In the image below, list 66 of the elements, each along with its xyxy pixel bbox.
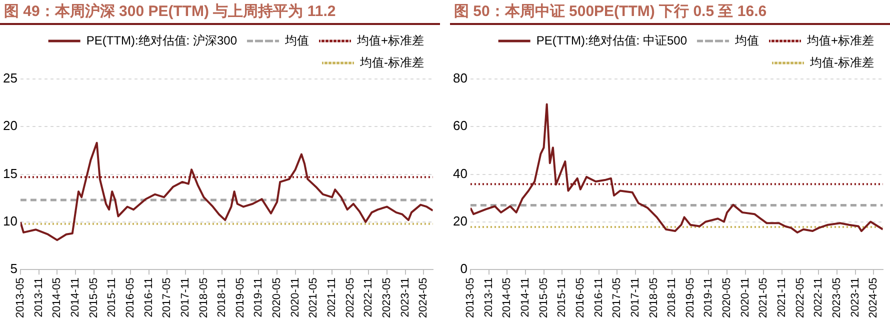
x-tick-label: 2013-05 (14, 278, 26, 318)
x-tick-label: 2019-11 (702, 278, 715, 318)
legend-label: 均值 (284, 33, 309, 48)
x-tick-label: 2015-05 (538, 278, 550, 318)
x-tick-label: 2024-05 (868, 278, 880, 318)
y-tick-label: 10 (2, 214, 18, 229)
x-tick-label: 2021-05 (308, 278, 320, 318)
legend-label: PE(TTM):绝对估值: 沪深300 (86, 33, 238, 48)
x-tick-label: 2014-11 (519, 278, 532, 318)
x-tick-label: 2021-11 (776, 278, 788, 318)
x-tick-label: 2017-11 (179, 278, 192, 318)
y-tick-label: 0 (460, 261, 468, 276)
x-tick-label: 2018-05 (198, 278, 210, 318)
y-tick-label: 20 (452, 214, 468, 229)
legend-label: 均值+标准差 (806, 33, 874, 48)
x-tick-label: 2022-11 (362, 278, 375, 318)
x-tick-label: 2019-05 (234, 278, 246, 318)
legend-label: 均值 (734, 33, 759, 48)
x-tick-label: 2021-05 (758, 278, 770, 318)
y-tick-label: 60 (452, 118, 468, 134)
x-tick-label: 2013-11 (482, 278, 495, 318)
x-tick-label: 2015-11 (556, 278, 568, 318)
y-tick-label: 5 (10, 261, 18, 276)
y-tick-label: 80 (452, 70, 468, 86)
x-tick-label: 2021-11 (326, 278, 338, 318)
x-tick-label: 2015-11 (106, 278, 118, 318)
x-tick-label: 2019-05 (684, 278, 696, 318)
x-tick-label: 2016-11 (592, 278, 605, 318)
x-tick-label: 2016-11 (142, 278, 155, 318)
x-tick-label: 2018-11 (666, 278, 678, 318)
x-tick-label: 2023-05 (831, 278, 844, 318)
x-tick-label: 2017-05 (161, 278, 174, 318)
x-tick-label: 2020-11 (739, 278, 752, 318)
chart-title: 图 50：本周中证 500PE(TTM) 下行 0.5 至 16.6 (450, 0, 890, 25)
x-tick-label: 2023-11 (399, 278, 412, 318)
x-tick-label: 2014-05 (51, 278, 64, 318)
x-tick-label: 2018-05 (648, 278, 660, 318)
x-tick-label: 2019-11 (252, 278, 265, 318)
x-tick-label: 2013-05 (464, 278, 476, 318)
legend-label: 均值+标准差 (356, 33, 424, 48)
y-tick-label: 15 (2, 166, 18, 181)
x-tick-label: 2016-05 (124, 278, 136, 318)
x-tick-label: 2017-05 (611, 278, 624, 318)
x-tick-label: 2020-05 (271, 278, 284, 318)
legend-label: 均值-标准差 (359, 55, 424, 70)
x-tick-label: 2016-05 (574, 278, 586, 318)
x-tick-label: 2014-05 (501, 278, 514, 318)
x-tick-label: 2023-05 (381, 278, 394, 318)
y-tick-label: 25 (2, 70, 18, 86)
x-tick-label: 2020-05 (721, 278, 734, 318)
x-tick-label: 2022-11 (812, 278, 825, 318)
x-tick-label: 2023-11 (849, 278, 862, 318)
y-tick-label: 20 (2, 118, 18, 134)
x-tick-label: 2020-11 (289, 278, 302, 318)
legend-label: 均值-标准差 (809, 55, 874, 70)
x-tick-label: 2014-11 (69, 278, 82, 318)
y-tick-label: 40 (452, 166, 468, 181)
x-tick-label: 2022-05 (794, 278, 806, 318)
x-tick-label: 2017-11 (629, 278, 642, 318)
x-tick-label: 2013-11 (32, 278, 45, 318)
x-tick-label: 2018-11 (216, 278, 228, 318)
x-tick-label: 2015-05 (88, 278, 100, 318)
x-tick-label: 2024-05 (418, 278, 430, 318)
legend-label: PE(TTM):绝对估值: 中证500 (536, 33, 688, 48)
x-tick-label: 2022-05 (344, 278, 356, 318)
chart-title: 图 49：本周沪深 300 PE(TTM) 与上周持平为 11.2 (0, 0, 440, 25)
